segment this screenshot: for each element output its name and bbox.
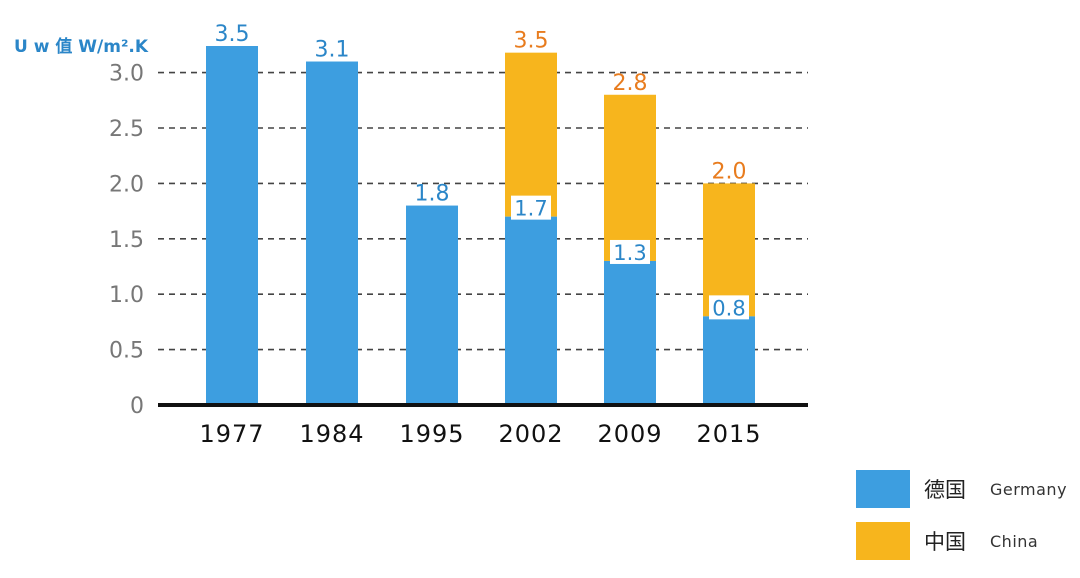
bar-germany bbox=[505, 216, 557, 405]
x-tick-label: 2015 bbox=[696, 420, 761, 448]
legend-swatch-germany bbox=[856, 470, 910, 508]
bars bbox=[206, 46, 755, 406]
legend-label-germany-en: Germany bbox=[990, 479, 1068, 499]
y-tick-label: 1.5 bbox=[109, 228, 144, 253]
bar-germany bbox=[604, 260, 656, 405]
y-tick-label: 0 bbox=[130, 394, 144, 419]
data-label-germany: 1.3 bbox=[613, 241, 646, 265]
data-label-germany: 0.8 bbox=[712, 296, 745, 320]
data-label-box bbox=[610, 239, 650, 264]
bar-china bbox=[604, 94, 656, 261]
bar-germany bbox=[306, 61, 358, 406]
legend-label-china-en: China bbox=[990, 531, 1039, 551]
legend-item-germany: 德国 Germany bbox=[856, 470, 1067, 508]
bar-germany bbox=[406, 205, 458, 405]
legend-swatch-china bbox=[856, 522, 910, 560]
legend-label-china-cn: 中国 bbox=[924, 530, 966, 554]
x-tick-label: 2002 bbox=[498, 420, 563, 448]
data-label-box bbox=[511, 195, 551, 220]
grid-lines bbox=[158, 71, 808, 351]
x-tick-label: 2009 bbox=[597, 420, 662, 448]
data-label-china: 2.8 bbox=[613, 71, 648, 96]
y-tick-label: 2.0 bbox=[109, 172, 144, 197]
data-label-germany: 1.7 bbox=[514, 197, 547, 221]
y-tick-label: 3.0 bbox=[109, 62, 144, 87]
bar-germany bbox=[206, 46, 258, 406]
legend-label-germany-cn: 德国 bbox=[924, 478, 966, 502]
y-axis-label: U w 值 W/m².K bbox=[14, 36, 149, 57]
data-label-germany: 3.5 bbox=[215, 22, 250, 47]
x-tick-label: 1977 bbox=[199, 420, 264, 448]
bar-china bbox=[703, 183, 755, 317]
data-label-box bbox=[709, 295, 749, 320]
bar-china bbox=[505, 52, 557, 217]
data-label-germany: 3.1 bbox=[315, 38, 350, 63]
data-label-china: 3.5 bbox=[514, 29, 549, 54]
y-tick-label: 2.5 bbox=[109, 117, 144, 142]
axes: 0 0.5 1.0 1.5 2.0 2.5 3.0 1977 1984 1995 2002 2009 2… bbox=[109, 62, 808, 448]
legend-item-china: 中国 China bbox=[856, 522, 1038, 560]
value-labels: 3.5 3.1 1.8 1.7 3.5 1.3 2.8 0.8 2.0 bbox=[215, 22, 749, 320]
x-tick-label: 1984 bbox=[299, 420, 364, 448]
data-label-china: 2.0 bbox=[712, 159, 747, 184]
x-tick-label: 1995 bbox=[399, 420, 464, 448]
y-tick-label: 0.5 bbox=[109, 339, 144, 364]
bar-germany bbox=[703, 316, 755, 405]
data-label-germany: 1.8 bbox=[415, 182, 450, 207]
y-tick-label: 1.0 bbox=[109, 283, 144, 308]
